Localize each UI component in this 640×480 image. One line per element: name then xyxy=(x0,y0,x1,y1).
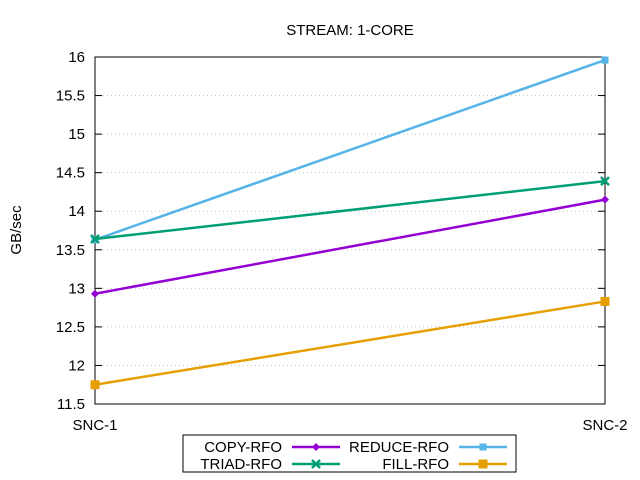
data-point xyxy=(90,380,100,390)
series-line xyxy=(94,58,606,241)
chart-title: STREAM: 1-CORE xyxy=(286,22,414,39)
data-point xyxy=(479,443,487,451)
y-tick-label: 14.5 xyxy=(56,165,85,182)
legend-label: FILL-RFO xyxy=(382,456,449,473)
legend-box xyxy=(182,434,517,473)
y-tick-label: 12.5 xyxy=(56,319,85,336)
legend-entry: FILL-RFO xyxy=(382,456,507,473)
data-point xyxy=(600,176,610,187)
y-tick-label: 13 xyxy=(68,280,85,297)
y-tick-label: 16 xyxy=(68,49,85,66)
legend-label: REDUCE-RFO xyxy=(349,439,449,456)
y-tick-label: 11.5 xyxy=(57,396,85,413)
legend-entry: REDUCE-RFO xyxy=(349,439,507,456)
data-point xyxy=(311,459,321,469)
series-line xyxy=(94,300,606,386)
data-point xyxy=(478,459,488,469)
data-point xyxy=(90,234,100,244)
legend-label: TRIAD-RFO xyxy=(200,456,282,473)
data-point xyxy=(312,443,320,451)
series-0 xyxy=(91,195,609,298)
y-tick-label: 15.5 xyxy=(56,88,85,105)
y-tick-label: 12 xyxy=(68,357,85,374)
grid-lines xyxy=(95,95,605,366)
legend-entry: TRIAD-RFO xyxy=(200,456,340,473)
data-series xyxy=(90,56,610,390)
y-axis-label: GB/sec xyxy=(8,205,25,255)
data-point xyxy=(600,296,610,306)
y-tick-label: 13.5 xyxy=(56,242,85,259)
plot-border xyxy=(94,56,606,405)
x-tick-label: SNC-1 xyxy=(72,417,117,434)
series-3 xyxy=(90,296,610,390)
series-line xyxy=(94,198,606,295)
series-1 xyxy=(91,56,609,244)
x-tick-label: SNC-2 xyxy=(582,417,627,434)
tick-labels: 11.5 12 12.5 13 13.5 14 14.5 15 15.5 16 SNC-1 SNC-2 xyxy=(56,49,628,434)
data-point xyxy=(601,195,609,204)
series-2 xyxy=(90,176,610,244)
legend-entry: COPY-RFO xyxy=(204,439,340,456)
legend: COPY-RFO REDUCE-RFO TRIAD-RFO FILL-RFO xyxy=(182,434,517,473)
plot-frame xyxy=(94,56,606,405)
data-point xyxy=(91,289,99,298)
y-tick-label: 15 xyxy=(68,126,85,143)
y-tick-label: 14 xyxy=(68,203,85,220)
series-line xyxy=(94,179,606,241)
legend-label: COPY-RFO xyxy=(204,439,282,456)
data-point xyxy=(601,56,609,64)
